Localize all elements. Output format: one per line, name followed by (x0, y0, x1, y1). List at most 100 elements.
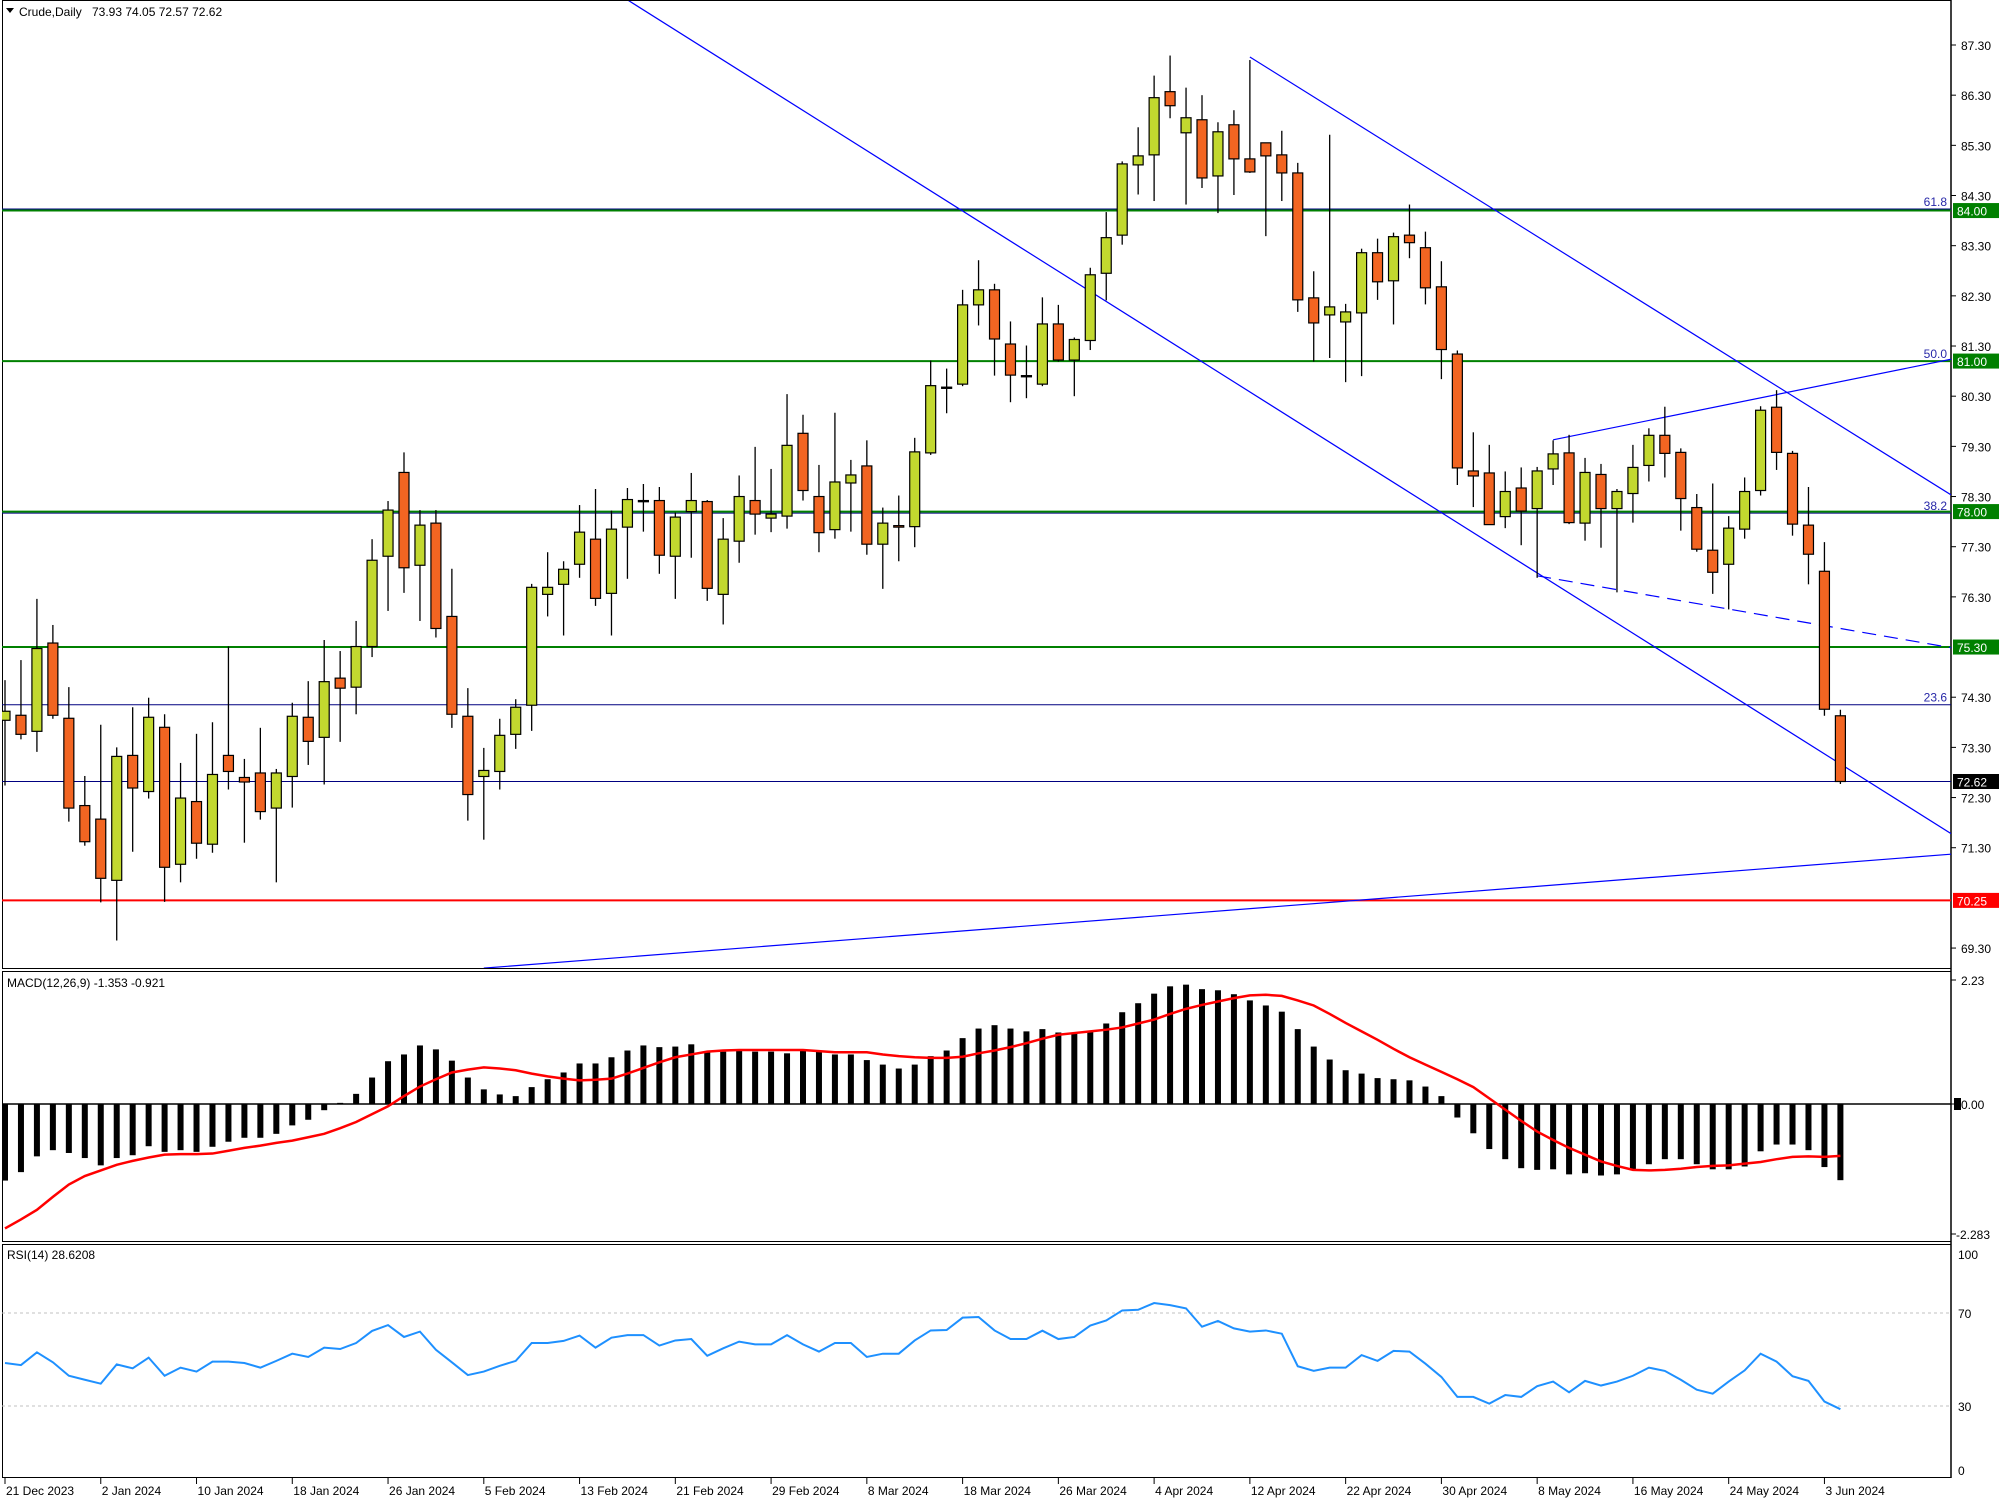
candle[interactable] (621, 488, 634, 579)
candle[interactable] (813, 464, 825, 553)
candle[interactable] (1228, 110, 1240, 196)
candle[interactable] (542, 552, 554, 617)
candle[interactable] (988, 283, 1001, 376)
candle[interactable] (1212, 122, 1224, 214)
candle[interactable] (159, 714, 171, 902)
candle[interactable] (334, 651, 346, 742)
candle[interactable] (1659, 406, 1671, 478)
candle[interactable] (1563, 434, 1575, 525)
candle[interactable] (1707, 483, 1719, 594)
candle[interactable] (1467, 432, 1479, 508)
candle[interactable] (845, 459, 857, 532)
candle[interactable] (972, 260, 985, 326)
candle[interactable] (430, 510, 442, 638)
candle[interactable] (111, 747, 123, 941)
rsi-panel[interactable] (2, 1244, 1952, 1478)
candle[interactable] (1100, 212, 1112, 301)
candle[interactable] (206, 722, 219, 853)
candle[interactable] (1180, 87, 1192, 205)
price-panel[interactable] (2, 0, 1952, 969)
candle[interactable] (1419, 231, 1432, 305)
candle[interactable] (31, 598, 43, 752)
candle[interactable] (909, 437, 921, 548)
candle[interactable] (1004, 321, 1017, 403)
candle[interactable] (254, 727, 266, 820)
candle[interactable] (1834, 709, 1847, 785)
candle[interactable] (1770, 390, 1783, 470)
candle[interactable] (414, 510, 426, 621)
candle[interactable] (1292, 162, 1304, 312)
candle[interactable] (286, 702, 298, 808)
candle[interactable] (190, 733, 203, 859)
candle[interactable] (382, 501, 394, 611)
candle[interactable] (127, 707, 139, 852)
candle[interactable] (1164, 55, 1176, 119)
candle[interactable] (95, 724, 107, 903)
candle[interactable] (1148, 75, 1160, 202)
candle[interactable] (478, 747, 490, 840)
candle[interactable] (1260, 142, 1272, 237)
candle[interactable] (1579, 457, 1591, 541)
candle[interactable] (302, 681, 314, 765)
candle[interactable] (749, 446, 761, 535)
candle[interactable] (861, 440, 873, 555)
candle[interactable] (1643, 428, 1655, 482)
candle[interactable] (270, 768, 282, 883)
candle[interactable] (1499, 471, 1511, 529)
candle[interactable] (877, 507, 889, 589)
candle[interactable] (1308, 271, 1320, 362)
candle[interactable] (350, 620, 362, 715)
candle[interactable] (1084, 267, 1096, 351)
candle[interactable] (0, 680, 11, 786)
candle[interactable] (222, 646, 235, 790)
candle[interactable] (1196, 95, 1208, 188)
candle[interactable] (685, 472, 697, 558)
candle[interactable] (174, 762, 187, 883)
candle[interactable] (1595, 463, 1607, 548)
candle[interactable] (462, 688, 474, 821)
candle[interactable] (1691, 494, 1703, 552)
macd-panel[interactable] (2, 971, 1952, 1242)
candle[interactable] (143, 697, 155, 799)
candle[interactable] (398, 452, 410, 593)
candle[interactable] (1132, 127, 1144, 195)
candle[interactable] (1276, 130, 1288, 202)
candle[interactable] (63, 687, 75, 822)
candle[interactable] (1611, 489, 1623, 593)
candle[interactable] (829, 412, 841, 539)
candle[interactable] (1818, 542, 1831, 716)
candle[interactable] (1786, 450, 1799, 536)
trendline[interactable] (1249, 56, 1951, 496)
candle[interactable] (1052, 304, 1064, 362)
candle[interactable] (1387, 232, 1400, 325)
candle[interactable] (605, 510, 618, 636)
candle[interactable] (1371, 238, 1384, 300)
candle[interactable] (669, 512, 681, 599)
trendline[interactable] (483, 853, 1951, 968)
candle[interactable] (1451, 350, 1463, 485)
candle[interactable] (1324, 134, 1336, 359)
candle[interactable] (781, 394, 793, 529)
candle[interactable] (366, 539, 378, 658)
candle[interactable] (1340, 303, 1352, 383)
candle[interactable] (446, 568, 458, 728)
candle[interactable] (15, 660, 27, 740)
candle[interactable] (1675, 448, 1687, 531)
candle[interactable] (494, 718, 506, 790)
candle[interactable] (925, 360, 937, 455)
candle[interactable] (557, 561, 570, 636)
candle[interactable] (797, 414, 809, 501)
candle[interactable] (701, 500, 713, 601)
candle[interactable] (1435, 261, 1448, 380)
candle[interactable] (1020, 345, 1033, 399)
trendline[interactable] (627, 0, 1951, 835)
candle[interactable] (717, 518, 729, 625)
candle[interactable] (765, 468, 777, 533)
candle[interactable] (1739, 477, 1751, 539)
triangle-down-icon[interactable] (6, 8, 14, 13)
candle[interactable] (1116, 161, 1128, 245)
candle[interactable] (510, 699, 522, 749)
trendline[interactable] (1553, 358, 1951, 441)
candle[interactable] (637, 483, 650, 532)
candle[interactable] (1515, 467, 1527, 546)
